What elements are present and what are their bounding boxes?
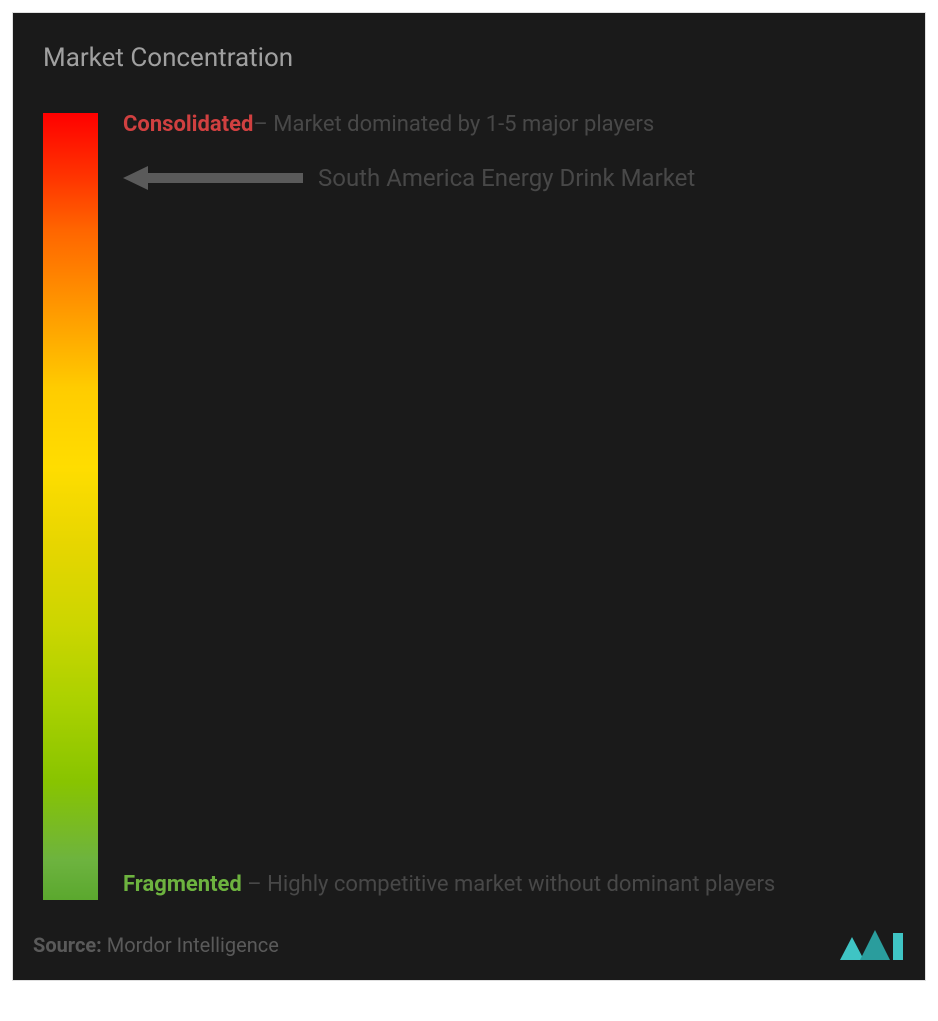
source-value: Mordor Intelligence	[102, 933, 279, 957]
fragmented-description: – Highly competitive market without domi…	[242, 872, 775, 897]
market-indicator-row: South America Energy Drink Market	[123, 163, 695, 193]
consolidated-description: – Market dominated by 1-5 major players	[253, 112, 654, 137]
concentration-gradient-bar	[43, 113, 98, 900]
consolidated-label: Consolidated– Market dominated by 1-5 ma…	[123, 108, 654, 141]
infographic-container: Market Concentration Consolidated– Marke…	[12, 12, 926, 981]
fragmented-label: Fragmented – Highly competitive market w…	[123, 865, 875, 905]
fragmented-bold-text: Fragmented	[123, 872, 242, 897]
source-label: Source:	[33, 933, 102, 957]
labels-area: Consolidated– Market dominated by 1-5 ma…	[98, 113, 895, 900]
content-area: Consolidated– Market dominated by 1-5 ma…	[43, 113, 895, 900]
mordor-logo-icon	[835, 925, 905, 965]
market-name-label: South America Energy Drink Market	[318, 164, 695, 192]
consolidated-bold-text: Consolidated	[123, 112, 253, 137]
page-title: Market Concentration	[43, 43, 895, 73]
source-attribution: Source: Mordor Intelligence	[33, 933, 279, 957]
arrow-left-icon	[123, 163, 303, 193]
footer: Source: Mordor Intelligence	[33, 925, 905, 965]
